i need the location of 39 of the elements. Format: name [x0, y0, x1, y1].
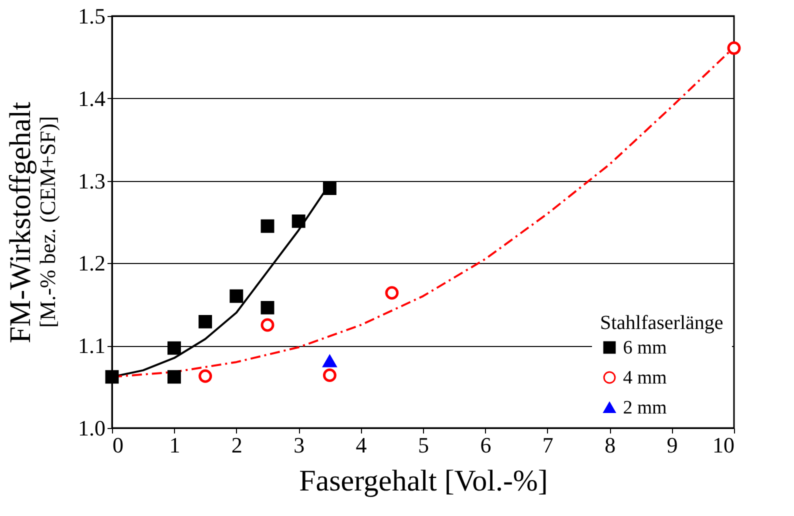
text: [M.-% bez. (CEM+SF)]: [35, 116, 60, 328]
x-axis-title: Fasergehalt [Vol.-%]: [299, 464, 548, 498]
x-tick-label: 10: [712, 432, 734, 458]
point: [322, 368, 336, 382]
y-axis-title: FM-Wirkstoffgehalt: [4, 101, 37, 344]
x-tick-label: 3: [294, 432, 305, 458]
point: [260, 219, 274, 233]
point: [230, 289, 244, 303]
point: [260, 300, 274, 314]
y-tick-label: 1.2: [78, 250, 106, 276]
point: [167, 341, 181, 355]
point: [260, 318, 274, 332]
point: [167, 370, 181, 384]
x-tick-label: 0: [112, 432, 124, 458]
point: [385, 286, 399, 300]
x-tick-label: 5: [418, 432, 429, 458]
x-tick-label: 7: [542, 432, 554, 458]
x-tick-label: 1: [169, 432, 180, 458]
y-tick-label: 1.0: [78, 416, 106, 440]
point: [322, 355, 336, 368]
point: [198, 314, 212, 328]
legend-label: 4 mm: [623, 368, 668, 388]
legend-title: Stahlfaserlänge: [600, 312, 724, 334]
legend-label: 2 mm: [623, 398, 668, 418]
x-tick-label: 4: [356, 432, 367, 458]
legend-label: 6 mm: [623, 338, 668, 358]
y-tick-label: 1.3: [78, 168, 106, 194]
x-tick-label: 6: [480, 432, 492, 458]
y-tick-label: 1.5: [78, 4, 106, 28]
y-tick-label: 1.4: [78, 86, 106, 111]
point: [105, 370, 119, 384]
x-tick-label: 2: [231, 432, 242, 458]
x-tick-label: 8: [604, 432, 616, 458]
point: [292, 214, 306, 228]
x-tick-label: 9: [666, 432, 678, 458]
point: [727, 41, 741, 55]
point: [198, 369, 212, 383]
y-tick-label: 1.1: [78, 333, 106, 358]
point: [322, 181, 336, 195]
